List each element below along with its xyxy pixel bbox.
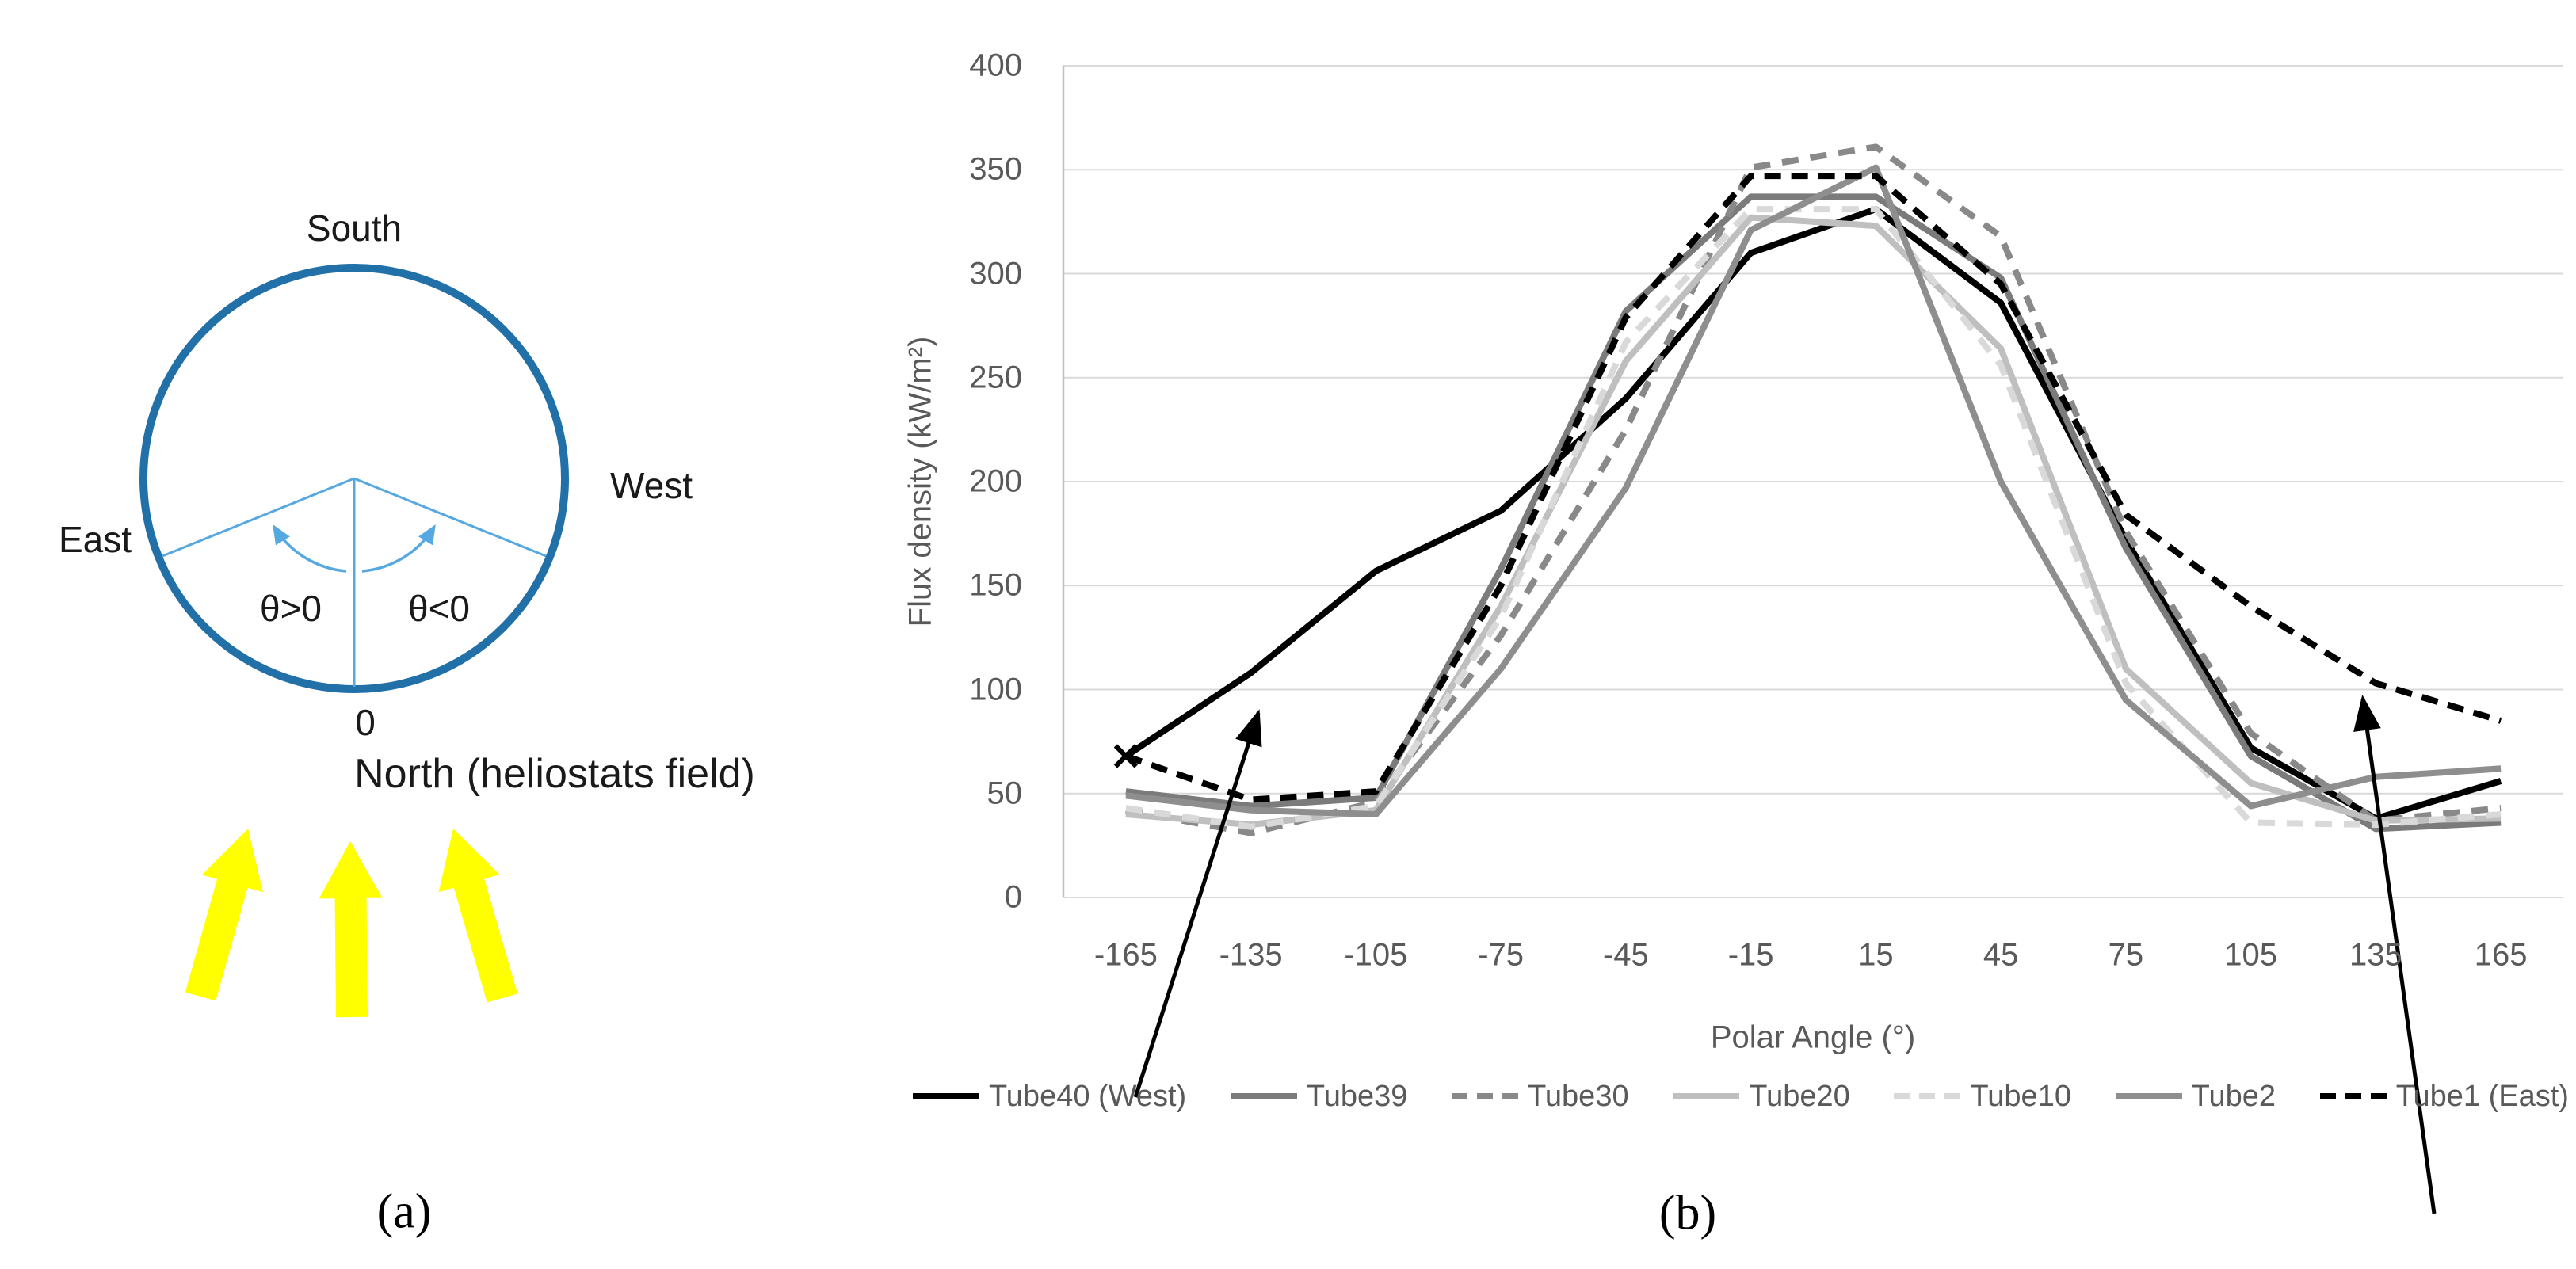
chart-legend: Tube40 (West) Tube39 Tube30 Tube20 Tube10 Tub… [911,1074,2569,1118]
x-axis-title: Polar Angle (°) [1710,1019,1916,1055]
x-marker-tube40 [1113,744,1139,768]
legend-label: Tube20 [1749,1079,1850,1113]
series-line-tube1 [1124,173,2502,803]
sun-ray-arrow-left [185,829,263,1001]
series-line-tube39 [1125,193,2502,833]
sun-ray-arrow-middle [319,841,383,1018]
x-tick-165: 165 [2474,937,2528,973]
panel-a-caption: (a) [376,1184,432,1239]
x-tick-45: 45 [1983,937,2019,973]
legend-swatch-tube1 [2319,1093,2387,1099]
series-line-tube30 [1125,143,2502,836]
x-tick-135: 135 [2349,937,2402,973]
legend-swatch-tube40 [913,1093,979,1099]
zero-angle-label: 0 [355,702,376,743]
legend-item-tube30: Tube30 [1450,1079,1629,1114]
legend-swatch-tube39 [1230,1093,1297,1099]
legend-swatch-tube20 [1673,1093,1740,1099]
x-tick-75: 75 [2108,937,2144,973]
flux-density-chart [1062,65,2563,1214]
y-tick-0: 0 [1004,879,1022,915]
y-tick-300: 300 [969,256,1022,291]
compass-label-east: East [58,519,132,560]
legend-item-tube39: Tube39 [1229,1080,1407,1114]
y-tick-200: 200 [969,463,1022,499]
compass-circle [139,264,569,693]
north-heliostats-label: North (heliostats field) [354,751,755,797]
x-tick-15: 15 [1858,937,1894,973]
legend-item-tube20: Tube20 [1671,1079,1850,1114]
legend-label: Tube2 [2191,1079,2276,1113]
x-tick--15: -15 [1727,937,1774,973]
x-tick--45: -45 [1602,937,1649,973]
x-tick-105: 105 [2224,937,2277,973]
y-tick-400: 400 [969,48,1022,83]
series-line-tube2 [1125,164,2502,817]
compass-diagram [139,264,569,1018]
legend-item-tube2: Tube2 [2114,1080,2276,1114]
east-angle-guide [162,477,355,558]
sun-ray-arrow-right [438,829,518,1003]
y-tick-250: 250 [969,360,1022,395]
west-angle-guide [353,477,547,558]
legend-item-tube10: Tube10 [1892,1079,2071,1114]
legend-swatch-tube2 [2115,1093,2182,1099]
y-tick-50: 50 [987,776,1023,811]
series-line-tube40 [1124,206,2502,822]
annotation-arrow-1 [1133,709,1262,1098]
y-tick-100: 100 [969,672,1022,707]
y-tick-150: 150 [969,567,1022,603]
y-tick-350: 350 [969,151,1022,187]
legend-label: Tube1 (East) [2395,1079,2569,1113]
legend-swatch-tube10 [1894,1093,1961,1099]
theta-negative-arc-arrow [361,524,436,573]
theta-negative-label: θ<0 [407,588,471,629]
compass-label-south: South [306,208,403,249]
series-line-tube20 [1125,214,2502,829]
legend-item-tube40: Tube40 (West) [911,1080,1186,1114]
annotation-arrow-2 [2353,695,2437,1214]
panel-b-caption: (b) [1658,1186,1717,1240]
legend-label: Tube10 [1970,1079,2071,1113]
theta-positive-label: θ>0 [259,588,322,629]
legend-item-tube1: Tube1 (East) [2318,1080,2569,1114]
theta-positive-arc-arrow [273,524,347,573]
x-tick--135: -135 [1219,937,1283,973]
legend-label: Tube30 [1528,1079,1629,1113]
x-tick--105: -105 [1344,937,1408,973]
legend-label: Tube40 (West) [989,1079,1187,1113]
legend-label: Tube39 [1306,1079,1408,1113]
compass-label-west: West [610,465,693,506]
series-line-tube10 [1125,206,2502,830]
legend-swatch-tube30 [1452,1093,1519,1099]
x-tick--75: -75 [1478,937,1525,973]
x-tick--165: -165 [1093,937,1158,973]
